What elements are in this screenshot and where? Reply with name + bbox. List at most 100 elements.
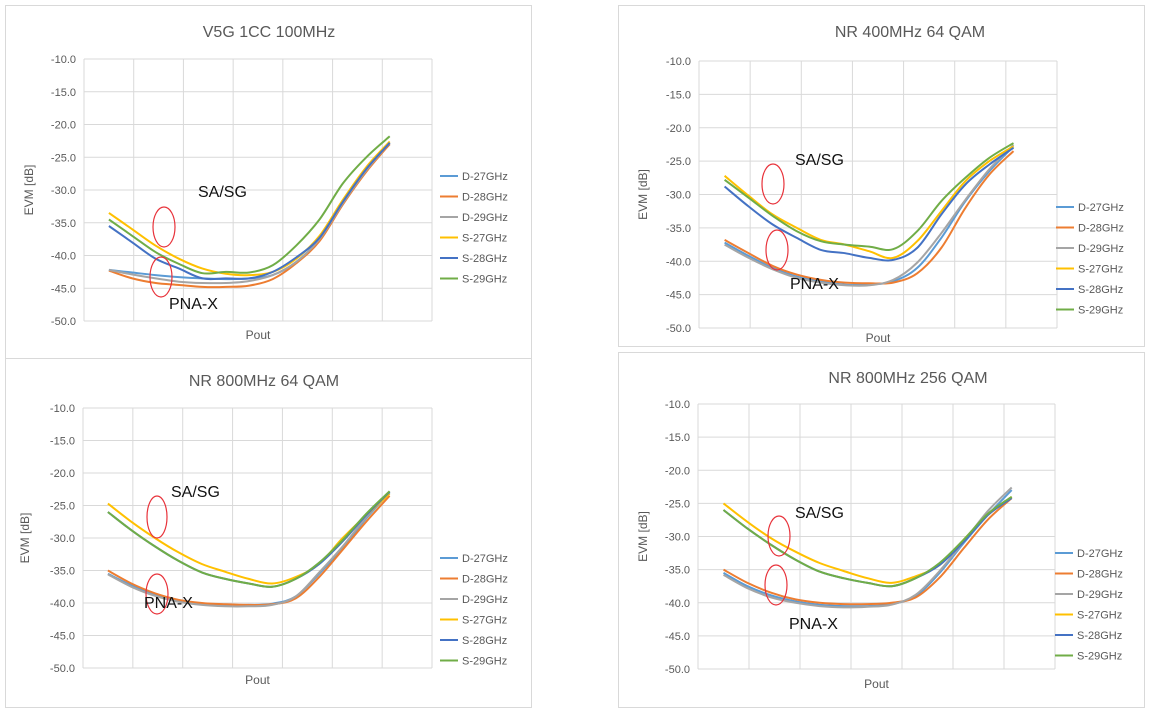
legend-label: S-29GHz [462, 656, 507, 668]
y-tick-label: -50.0 [51, 316, 76, 328]
x-axis-label: Pout [246, 328, 271, 342]
y-tick-label: -35.0 [51, 218, 76, 230]
annotation-label: SA/SG [795, 152, 844, 169]
series-line-s-27ghz [108, 140, 391, 277]
legend-label: D-27GHz [462, 553, 508, 565]
y-tick-label: -15.0 [666, 89, 691, 101]
legend-label: S-29GHz [462, 274, 507, 286]
y-tick-label: -30.0 [50, 533, 75, 545]
y-tick-label: -20.0 [50, 468, 75, 480]
y-tick-label: -25.0 [665, 498, 690, 510]
chart-panel-nr-400mhz-64qam: NR 400MHz 64 QAM -10.0 -15.0 -20.0 -25.0 -30.… [618, 5, 1145, 347]
y-tick-label: -30.0 [666, 190, 691, 202]
highlight-ellipse [765, 229, 789, 271]
series-line-d-28ghz [723, 497, 1013, 606]
series-line-d-28ghz [107, 495, 391, 607]
x-axis-label: Pout [864, 677, 889, 691]
series-line-d-27ghz [108, 143, 391, 281]
y-tick-label: -10.0 [51, 54, 76, 66]
y-tick-label: -10.0 [666, 56, 691, 68]
annotation-label: SA/SG [795, 505, 844, 522]
legend-label: D-28GHz [1077, 569, 1123, 581]
annotation-label: PNA-X [790, 276, 839, 293]
highlight-ellipse [145, 573, 169, 615]
legend-label: D-28GHz [1078, 223, 1124, 235]
chart-svg: NR 800MHz 64 QAM -10.0 -15.0 -20.0 -25.0 -30.… [18, 373, 508, 687]
y-tick-label: -40.0 [665, 598, 690, 610]
annotation-label: PNA-X [144, 595, 193, 612]
series-line-s-29ghz [107, 490, 391, 588]
chart-title: V5G 1CC 100MHz [203, 24, 336, 41]
chart-svg: NR 400MHz 64 QAM -10.0 -15.0 -20.0 -25.0 -30.… [636, 24, 1124, 345]
y-tick-label: -15.0 [665, 432, 690, 444]
legend-label: D-29GHz [1077, 589, 1123, 601]
series-line-s-28ghz [108, 142, 391, 281]
y-tick-label: -30.0 [665, 532, 690, 544]
series-line-d-27ghz [107, 491, 391, 607]
legend-label: S-27GHz [462, 615, 507, 627]
series-line-d-29ghz [724, 144, 1015, 287]
legend-label: S-29GHz [1077, 651, 1122, 663]
y-tick-label: -45.0 [665, 631, 690, 643]
y-axis-label: EVM [dB] [636, 511, 650, 562]
chart-title: NR 400MHz 64 QAM [835, 24, 985, 41]
y-tick-label: -25.0 [666, 156, 691, 168]
y-tick-label: -40.0 [666, 256, 691, 268]
y-tick-label: -25.0 [50, 501, 75, 513]
y-tick-label: -20.0 [51, 120, 76, 132]
series-line-s-29ghz [108, 135, 391, 275]
y-tick-label: -35.0 [666, 223, 691, 235]
series-line-d-28ghz [724, 150, 1015, 285]
y-tick-label: -45.0 [666, 290, 691, 302]
y-tick-label: -10.0 [50, 403, 75, 415]
legend-label: S-27GHz [1078, 264, 1123, 276]
chart-svg: V5G 1CC 100MHz -10.0 -15.0 -20.0 -25.0 -30.0 -… [22, 24, 508, 342]
legend-label: S-29GHz [1078, 305, 1123, 317]
legend-label: D-27GHz [462, 171, 508, 183]
legend-label: D-29GHz [462, 594, 508, 606]
highlight-ellipse [767, 515, 791, 557]
series-line-d-27ghz [723, 489, 1013, 608]
highlight-ellipse [149, 256, 173, 298]
y-tick-label: -30.0 [51, 185, 76, 197]
highlight-ellipse [764, 564, 788, 606]
chart-title: NR 800MHz 256 QAM [828, 370, 987, 387]
highlight-ellipse [146, 495, 168, 539]
y-axis-label: EVM [dB] [636, 169, 650, 220]
highlight-ellipse [152, 206, 176, 248]
y-axis-label: EVM [dB] [22, 165, 36, 216]
y-tick-label: -40.0 [51, 251, 76, 263]
legend-label: S-28GHz [1078, 284, 1123, 296]
legend-label: D-27GHz [1077, 548, 1123, 560]
legend-label: S-27GHz [462, 233, 507, 245]
series-line-d-29ghz [108, 142, 391, 285]
series-line-s-29ghz [722, 495, 1013, 588]
y-tick-label: -45.0 [50, 631, 75, 643]
y-tick-label: -15.0 [51, 87, 76, 99]
x-axis-label: Pout [866, 331, 891, 345]
y-tick-label: -45.0 [51, 283, 76, 295]
chart-svg: NR 800MHz 256 QAM -10.0 -15.0 -20.0 -25.0 -30… [636, 370, 1123, 691]
legend-label: D-29GHz [1078, 243, 1124, 255]
series-line-d-28ghz [108, 143, 391, 289]
legend-label: S-28GHz [1077, 630, 1122, 642]
chart-panel-nr-800mhz-64qam: NR 800MHz 64 QAM -10.0 -15.0 -20.0 -25.0 -30.… [5, 358, 532, 708]
annotation-label: SA/SG [171, 484, 220, 501]
annotation-label: PNA-X [169, 296, 218, 313]
chart-title: NR 800MHz 64 QAM [189, 373, 339, 390]
annotation-label: SA/SG [198, 184, 247, 201]
chart-panel-nr-800mhz-256qam: NR 800MHz 256 QAM -10.0 -15.0 -20.0 -25.0 -30… [618, 352, 1145, 708]
y-tick-label: -10.0 [665, 399, 690, 411]
y-tick-label: -15.0 [50, 436, 75, 448]
chart-panel-v5g-100mhz: V5G 1CC 100MHz -10.0 -15.0 -20.0 -25.0 -30.0 -… [5, 5, 532, 360]
legend-label: D-29GHz [462, 212, 508, 224]
y-tick-label: -50.0 [665, 664, 690, 676]
y-tick-label: -50.0 [50, 663, 75, 675]
series-line-s-29ghz [724, 142, 1015, 251]
legend-label: S-28GHz [462, 635, 507, 647]
series-line-d-29ghz [107, 491, 391, 608]
y-tick-label: -35.0 [50, 566, 75, 578]
legend-label: D-27GHz [1078, 202, 1124, 214]
legend-label: S-27GHz [1077, 610, 1122, 622]
y-axis-label: EVM [dB] [18, 513, 32, 564]
